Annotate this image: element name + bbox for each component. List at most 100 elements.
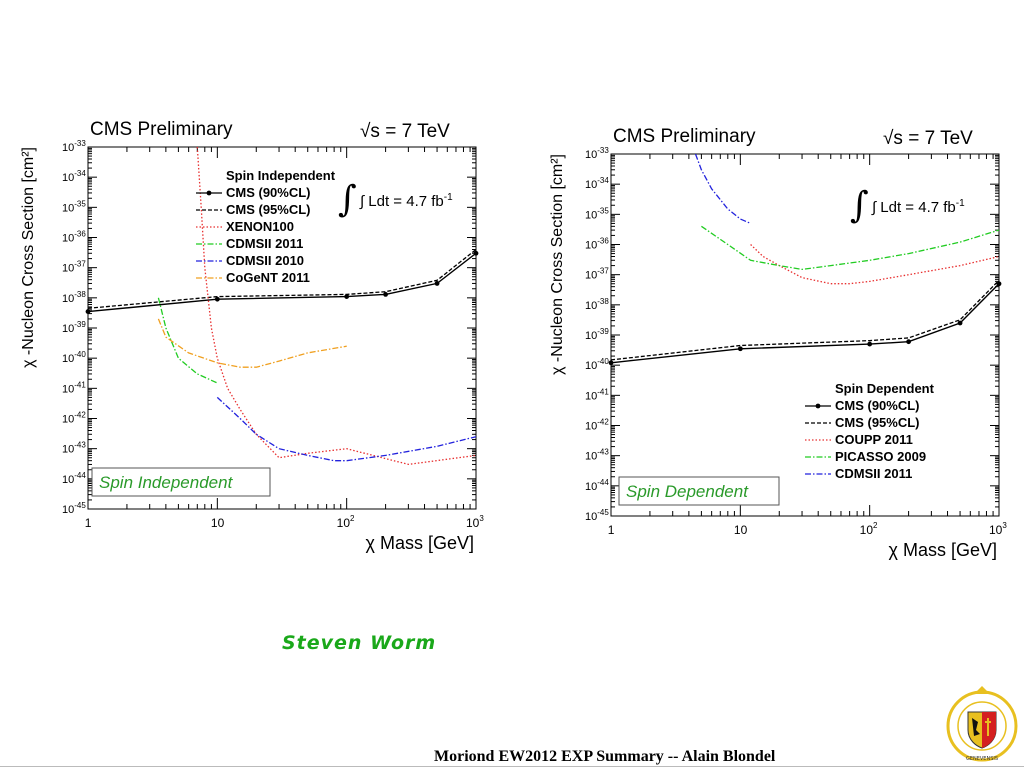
x-tick-label: 1: [608, 523, 615, 537]
y-tick-label: 10-41: [585, 387, 609, 402]
legend-marker: [815, 403, 821, 409]
series-line: [196, 147, 476, 466]
y-tick-exponent: -35: [597, 206, 609, 215]
series-point: [957, 320, 963, 326]
series-point: [906, 339, 911, 345]
series-point: [867, 341, 873, 347]
y-tick-exponent: -36: [74, 230, 86, 239]
x-tick-exponent: 3: [1002, 521, 1007, 530]
y-tick-exponent: -38: [74, 290, 86, 299]
y-tick-exponent: -34: [74, 169, 86, 178]
y-tick-exponent: -39: [74, 320, 86, 329]
series-line: [157, 297, 218, 384]
x-tick-label: 10: [211, 516, 225, 530]
plot-frame: [610, 153, 1000, 517]
spin-dependent-chart: 10-4510-4410-4310-4210-4110-4010-3910-38…: [549, 126, 1007, 560]
luminosity-label: ∫ Ldt = 4.7 fb-1: [871, 198, 965, 216]
svg-text:GENEVENSIS: GENEVENSIS: [966, 756, 998, 762]
series-line: [157, 318, 347, 368]
y-tick-label: 10-43: [585, 448, 609, 463]
y-tick-label: 10-44: [585, 478, 609, 493]
spin-label-box: [91, 467, 271, 497]
x-tick-label: 103: [989, 521, 1007, 537]
y-tick-exponent: -44: [597, 478, 609, 487]
university-seal-icon: GENEVENSIS: [946, 686, 1018, 762]
y-tick-exponent: -34: [597, 176, 609, 185]
y-tick-label: 10-39: [62, 320, 86, 335]
y-tick-exponent: -45: [597, 508, 609, 517]
y-tick-exponent: -36: [597, 237, 609, 246]
y-tick-label: 10-37: [62, 260, 86, 275]
y-tick-exponent: -35: [74, 199, 86, 208]
series-line: [701, 225, 999, 271]
series-line: [611, 283, 999, 364]
x-tick-exponent: 2: [350, 514, 355, 523]
y-tick-label: 10-43: [62, 441, 86, 456]
y-tick-exponent: -44: [74, 471, 86, 480]
y-axis-label: χ -Nucleon Cross Section [cm²]: [20, 147, 37, 368]
legend-entry: COUPP 2011: [835, 432, 913, 447]
series-line: [611, 279, 999, 361]
y-tick-label: 10-34: [585, 176, 609, 191]
x-axis-label: χ Mass [GeV]: [366, 533, 474, 553]
y-tick-exponent: -45: [74, 501, 86, 510]
y-tick-label: 10-45: [585, 508, 609, 523]
series-point: [344, 294, 350, 299]
footer-divider: [0, 766, 1024, 767]
legend-entry: CDMSII 2010: [226, 253, 304, 268]
y-tick-label: 10-38: [62, 290, 86, 305]
y-tick-exponent: -39: [597, 327, 609, 336]
y-tick-label: 10-34: [62, 169, 86, 184]
y-tick-label: 10-33: [62, 139, 86, 154]
legend-entry: XENON100: [226, 219, 294, 234]
spin-label-text: Spin Dependent: [626, 482, 749, 501]
x-axis-label: χ Mass [GeV]: [889, 540, 997, 560]
y-tick-label: 10-41: [62, 380, 86, 395]
series-point: [85, 309, 91, 314]
series-point: [996, 281, 1002, 287]
x-tick-exponent: 2: [873, 521, 878, 530]
y-tick-label: 10-40: [62, 350, 86, 365]
x-tick-label: 10: [734, 523, 748, 537]
series-line: [694, 154, 751, 224]
y-tick-exponent: -37: [597, 267, 609, 276]
y-tick-exponent: -43: [597, 448, 609, 457]
y-tick-label: 10-35: [585, 206, 609, 221]
legend-title: Spin Dependent: [835, 381, 935, 396]
x-tick-exponent: 3: [479, 514, 484, 523]
y-axis-label: χ -Nucleon Cross Section [cm²]: [549, 154, 566, 375]
x-tick-label: 102: [860, 521, 878, 537]
luminosity-exponent: -1: [444, 192, 453, 203]
x-tick-label: 103: [466, 514, 484, 530]
legend-entry: CDMSII 2011: [835, 466, 912, 481]
slide-footer: Moriond EW2012 EXP Summary -- Alain Blon…: [434, 748, 776, 765]
y-tick-exponent: -37: [74, 260, 86, 269]
y-tick-exponent: -41: [74, 380, 86, 389]
integral-glyph: ∫: [850, 185, 869, 226]
y-tick-exponent: -33: [597, 146, 609, 155]
y-tick-exponent: -38: [597, 297, 609, 306]
y-tick-label: 10-35: [62, 199, 86, 214]
spin-label-box: [618, 476, 780, 506]
y-tick-label: 10-36: [62, 230, 86, 245]
y-tick-exponent: -41: [597, 387, 609, 396]
x-tick-label: 1: [85, 516, 92, 530]
series-point: [737, 346, 743, 352]
author-name: Steven Worm: [282, 632, 437, 654]
y-tick-exponent: -43: [74, 441, 86, 450]
chart-title: CMS Preliminary: [90, 119, 233, 140]
series-point: [383, 291, 388, 297]
energy-label: √s = 7 TeV: [883, 128, 973, 149]
legend-entry: CoGeNT 2011: [226, 270, 310, 285]
series-point: [434, 281, 440, 286]
y-tick-label: 10-42: [62, 411, 86, 426]
energy-label: √s = 7 TeV: [360, 121, 450, 142]
y-tick-exponent: -40: [74, 350, 86, 359]
spin-label-text: Spin Independent: [99, 473, 234, 492]
y-tick-label: 10-36: [585, 237, 609, 252]
y-tick-exponent: -42: [74, 411, 86, 420]
y-tick-exponent: -42: [597, 418, 609, 427]
series-point: [214, 296, 220, 302]
chart-title: CMS Preliminary: [613, 126, 756, 147]
